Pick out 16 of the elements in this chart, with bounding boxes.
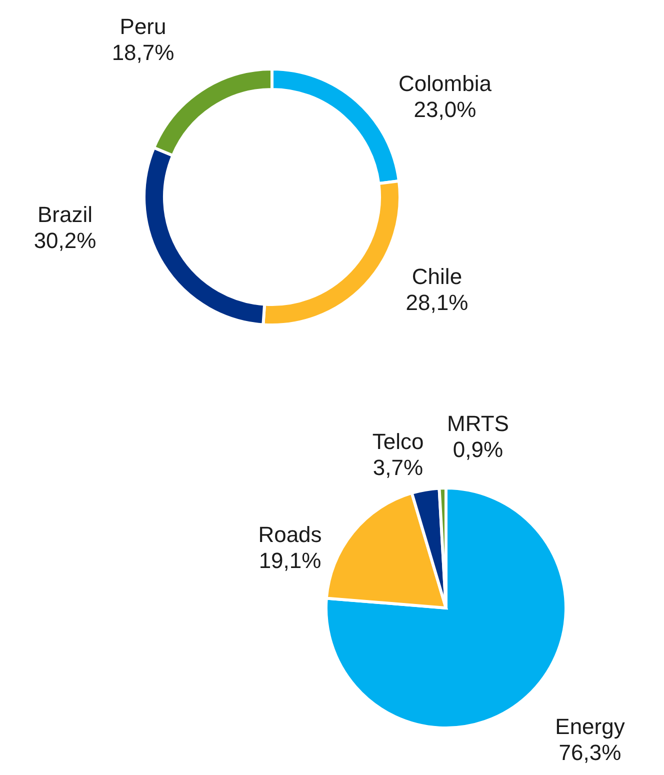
- slice-label: Colombia: [398, 71, 492, 96]
- data-label: 18,7%: [112, 40, 174, 65]
- slice-label: Energy: [555, 714, 625, 739]
- slice-label: Peru: [120, 14, 166, 39]
- data-label: 0,9%: [452, 437, 504, 462]
- slice-label: MRTS: [447, 411, 509, 436]
- data-label: 30,2%: [34, 228, 96, 253]
- data-label: 23,0%: [414, 97, 476, 122]
- slice-label: Telco: [372, 429, 424, 454]
- data-label: 3,7%: [372, 455, 424, 480]
- data-label: 76,3%: [558, 740, 622, 765]
- data-label: 19,1%: [258, 548, 322, 573]
- data-label: 28,1%: [406, 290, 468, 315]
- slice-label: Roads: [258, 522, 322, 547]
- slice-label: Brazil: [37, 202, 93, 227]
- slice-label: Chile: [412, 264, 462, 289]
